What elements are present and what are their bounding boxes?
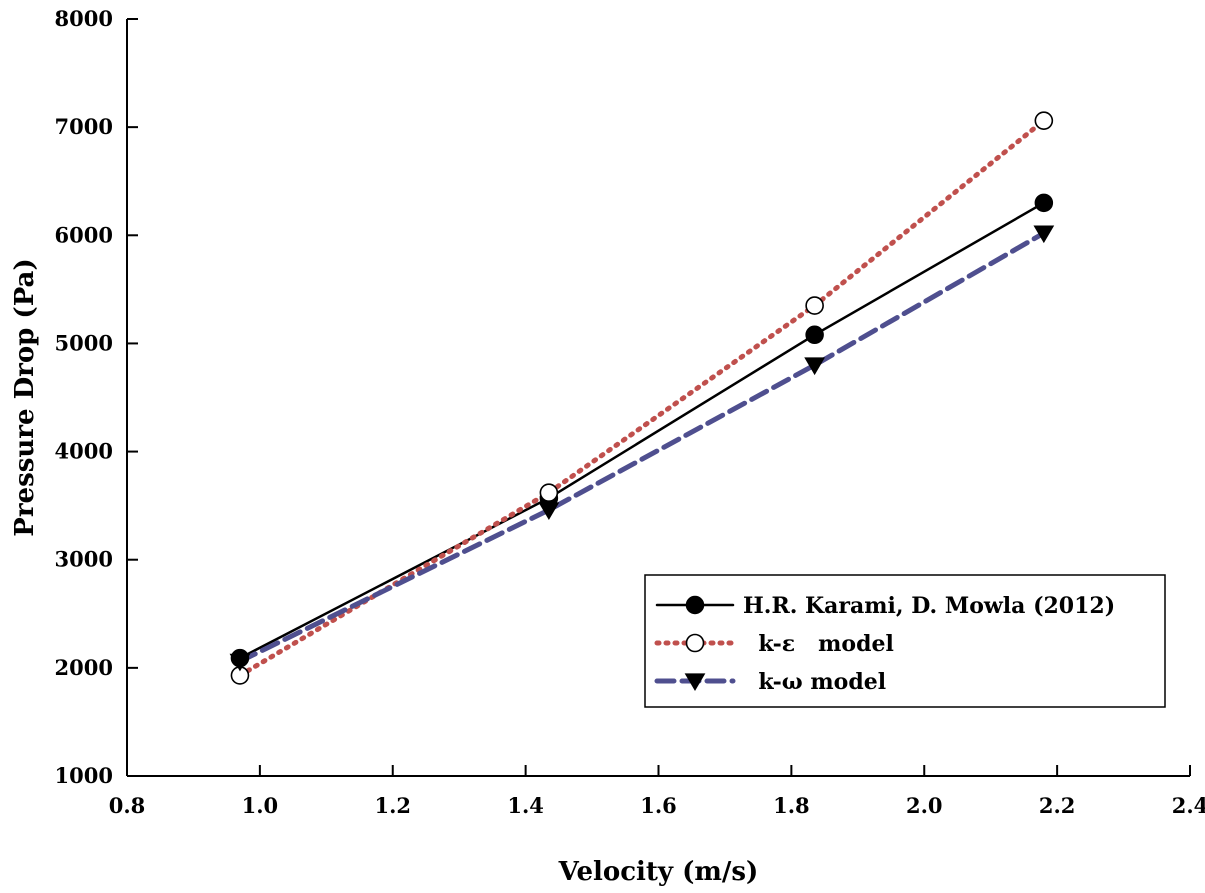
- y-tick-label: 7000: [55, 114, 113, 139]
- x-tick-label: 2.4: [1172, 793, 1205, 818]
- x-tick-label: 1.2: [374, 793, 411, 818]
- data-point-series-2: [538, 502, 560, 520]
- legend-label-2: k-ω model: [743, 669, 886, 695]
- data-point-series-0: [805, 325, 824, 345]
- legend-marker-2: [684, 673, 706, 692]
- x-tick-label: 2.0: [906, 793, 943, 818]
- series-line-1: [237, 118, 1047, 678]
- legend-marker-1: [685, 633, 705, 653]
- series-layer: [229, 111, 1055, 685]
- y-tick-label: 3000: [55, 547, 113, 572]
- series-line-2: [237, 230, 1047, 664]
- data-point-series-1: [1034, 111, 1054, 130]
- y-axis-title: Pressure Drop (Pa): [10, 258, 40, 536]
- data-point-series-2: [1033, 225, 1055, 244]
- y-tick-label: 1000: [55, 763, 113, 788]
- data-point-series-1: [805, 296, 824, 315]
- axes: 0.8 1.0 1.2 1.4 1.6 1.8 2.0 2.2 2.4 1000 2000 3000 4…: [55, 6, 1205, 818]
- series-line-0: [238, 201, 1046, 660]
- data-point-series-1: [539, 483, 559, 502]
- data-point-series-0: [1034, 193, 1054, 213]
- x-tick-label: 1.6: [640, 793, 677, 818]
- y-tick-label: 8000: [55, 6, 113, 31]
- x-tick-label: 2.2: [1039, 793, 1076, 818]
- legend-label-1: k-ε model: [743, 631, 894, 657]
- x-tick-label: 1.8: [773, 793, 810, 818]
- y-tick-label: 2000: [55, 655, 113, 680]
- legend-marker-0: [685, 595, 705, 615]
- x-axis-title: Velocity (m/s): [558, 857, 759, 887]
- y-tick-label: 5000: [55, 330, 113, 355]
- y-tick-label: 4000: [55, 439, 113, 464]
- legend-label-0: H.R. Karami, D. Mowla (2012): [743, 593, 1115, 619]
- x-tick-label: 1.4: [507, 793, 544, 818]
- x-tick-label: 0.8: [109, 793, 146, 818]
- data-point-series-2: [804, 357, 826, 376]
- y-tick-label: 6000: [55, 222, 113, 247]
- data-point-series-2: [229, 653, 251, 672]
- legend: H.R. Karami, D. Mowla (2012) k-ε model k…: [644, 574, 1166, 708]
- x-tick-label: 1.0: [242, 793, 279, 818]
